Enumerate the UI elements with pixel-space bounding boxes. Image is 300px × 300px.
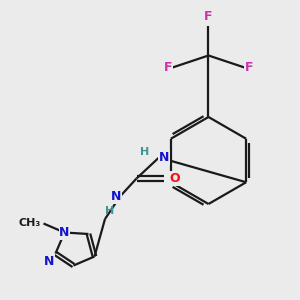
Text: N: N bbox=[159, 151, 169, 164]
Text: N: N bbox=[44, 255, 54, 268]
Text: H: H bbox=[105, 206, 115, 215]
Text: N: N bbox=[59, 226, 70, 239]
Text: H: H bbox=[140, 147, 149, 157]
Text: F: F bbox=[244, 61, 253, 74]
Text: N: N bbox=[111, 190, 122, 203]
Text: CH₃: CH₃ bbox=[18, 218, 40, 229]
Text: F: F bbox=[204, 10, 213, 22]
Text: O: O bbox=[169, 172, 179, 185]
Text: F: F bbox=[164, 61, 172, 74]
